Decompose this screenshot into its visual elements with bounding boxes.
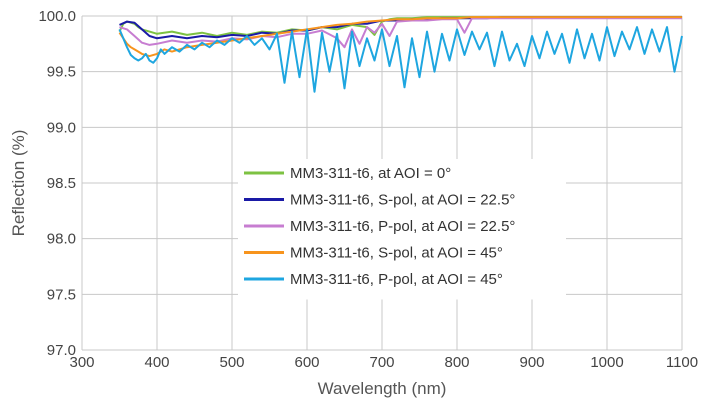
legend-entry: MM3-311-t6, at AOI = 0° bbox=[290, 165, 451, 182]
legend: MM3-311-t6, at AOI = 0° MM3-311-t6, S-pol… bbox=[238, 159, 566, 300]
x-tick-label: 300 bbox=[69, 354, 94, 371]
x-tick-label: 600 bbox=[294, 354, 319, 371]
legend-background bbox=[238, 159, 566, 300]
x-tick-label: 700 bbox=[369, 354, 394, 371]
y-tick-label: 98.5 bbox=[47, 175, 76, 192]
legend-entry: MM3-311-t6, S-pol, at AOI = 22.5° bbox=[290, 192, 515, 209]
series-line-4 bbox=[118, 16, 682, 58]
y-tick-label: 97.0 bbox=[47, 342, 76, 359]
x-tick-label: 1100 bbox=[666, 354, 698, 371]
legend-entry: MM3-311-t6, P-pol, at AOI = 22.5° bbox=[290, 218, 515, 235]
y-tick-label: 97.5 bbox=[47, 286, 76, 303]
x-tick-label: 900 bbox=[519, 354, 544, 371]
y-tick-label: 100.0 bbox=[38, 8, 76, 25]
series-line-3 bbox=[119, 17, 682, 49]
x-tick-label: 1000 bbox=[590, 354, 623, 371]
legend-entry: MM3-311-t6, S-pol, at AOI = 45° bbox=[290, 245, 503, 262]
series-line-5 bbox=[118, 26, 683, 93]
x-axis-ticks: 300 400 500 600 700 800 900 1000 1100 bbox=[69, 354, 698, 371]
y-tick-label: 99.0 bbox=[47, 119, 76, 136]
y-axis-ticks: 97.0 97.5 98.0 98.5 99.0 99.5 100.0 bbox=[38, 8, 76, 359]
x-tick-label: 800 bbox=[444, 354, 469, 371]
y-tick-label: 98.0 bbox=[47, 231, 76, 248]
x-tick-label: 500 bbox=[219, 354, 244, 371]
x-tick-label: 400 bbox=[144, 354, 169, 371]
legend-entry: MM3-311-t6, P-pol, at AOI = 45° bbox=[290, 271, 503, 288]
y-tick-label: 99.5 bbox=[47, 64, 76, 81]
x-axis-title: Wavelength (nm) bbox=[318, 379, 447, 398]
series-lines bbox=[118, 16, 683, 93]
y-axis-title: Reflection (%) bbox=[9, 130, 28, 237]
